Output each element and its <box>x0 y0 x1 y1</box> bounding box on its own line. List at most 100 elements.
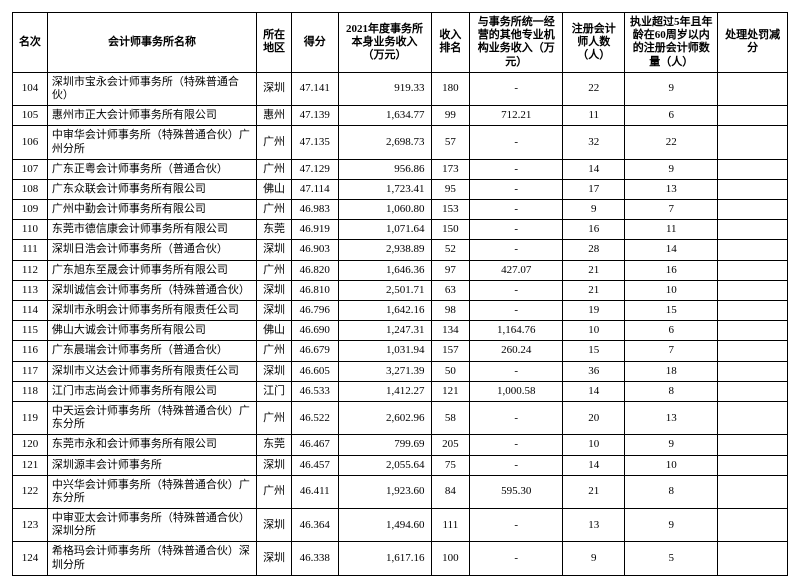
table-row: 118江门市志尚会计师事务所有限公司江门46.5331,412.271211,0… <box>13 381 788 401</box>
cell-region: 广州 <box>257 475 292 508</box>
cell-revenue: 2,501.71 <box>338 280 431 300</box>
cell-revenue: 1,617.16 <box>338 542 431 575</box>
cell-name: 佛山大诚会计师事务所有限公司 <box>47 321 256 341</box>
header-rank: 名次 <box>13 13 48 73</box>
cell-rank: 122 <box>13 475 48 508</box>
cell-age-cpa: 9 <box>625 159 718 179</box>
cell-region: 深圳 <box>257 509 292 542</box>
table-row: 115佛山大诚会计师事务所有限公司佛山46.6901,247.311341,16… <box>13 321 788 341</box>
table-row: 112广东旭东至晟会计师事务所有限公司广州46.8201,646.3697427… <box>13 260 788 280</box>
cell-rev-rank: 50 <box>431 361 470 381</box>
cell-rev-rank: 100 <box>431 542 470 575</box>
ranking-table: 名次 会计师事务所名称 所在地区 得分 2021年度事务所本身业务收入（万元） … <box>12 12 788 576</box>
cell-cpa-count: 21 <box>563 260 625 280</box>
cell-rev-rank: 98 <box>431 301 470 321</box>
cell-region: 广州 <box>257 159 292 179</box>
cell-region: 深圳 <box>257 301 292 321</box>
cell-age-cpa: 16 <box>625 260 718 280</box>
cell-penalty <box>718 401 788 434</box>
cell-name: 深圳市宝永会计师事务所（特殊普通合伙） <box>47 72 256 105</box>
cell-other-rev: - <box>470 509 563 542</box>
table-row: 108广东众联会计师事务所有限公司佛山47.1141,723.4195-1713 <box>13 179 788 199</box>
cell-rank: 109 <box>13 200 48 220</box>
cell-name: 广东众联会计师事务所有限公司 <box>47 179 256 199</box>
cell-rev-rank: 63 <box>431 280 470 300</box>
cell-score: 47.141 <box>292 72 339 105</box>
cell-score: 47.139 <box>292 106 339 126</box>
cell-penalty <box>718 220 788 240</box>
cell-other-rev: - <box>470 435 563 455</box>
cell-score: 46.796 <box>292 301 339 321</box>
cell-rank: 118 <box>13 381 48 401</box>
cell-name: 广东正粤会计师事务所（普通合伙） <box>47 159 256 179</box>
cell-score: 46.690 <box>292 321 339 341</box>
cell-cpa-count: 22 <box>563 72 625 105</box>
cell-other-rev: - <box>470 220 563 240</box>
cell-score: 46.338 <box>292 542 339 575</box>
table-row: 105惠州市正大会计师事务所有限公司惠州47.1391,634.7799712.… <box>13 106 788 126</box>
cell-revenue: 2,602.96 <box>338 401 431 434</box>
cell-age-cpa: 18 <box>625 361 718 381</box>
cell-penalty <box>718 301 788 321</box>
cell-rank: 105 <box>13 106 48 126</box>
cell-rank: 121 <box>13 455 48 475</box>
cell-cpa-count: 19 <box>563 301 625 321</box>
cell-rank: 123 <box>13 509 48 542</box>
table-row: 116广东晨瑞会计师事务所（普通合伙）广州46.6791,031.9415726… <box>13 341 788 361</box>
cell-score: 46.467 <box>292 435 339 455</box>
cell-cpa-count: 14 <box>563 381 625 401</box>
table-row: 120东莞市永和会计师事务所有限公司东莞46.467799.69205-109 <box>13 435 788 455</box>
cell-rank: 114 <box>13 301 48 321</box>
cell-age-cpa: 13 <box>625 401 718 434</box>
table-row: 107广东正粤会计师事务所（普通合伙）广州47.129956.86173-149 <box>13 159 788 179</box>
table-row: 113深圳诚信会计师事务所（特殊普通合伙）深圳46.8102,501.7163-… <box>13 280 788 300</box>
cell-penalty <box>718 381 788 401</box>
cell-name: 中审华会计师事务所（特殊普通合伙）广州分所 <box>47 126 256 159</box>
cell-other-rev: - <box>470 542 563 575</box>
cell-revenue: 2,698.73 <box>338 126 431 159</box>
cell-revenue: 1,494.60 <box>338 509 431 542</box>
cell-revenue: 1,923.60 <box>338 475 431 508</box>
cell-rank: 110 <box>13 220 48 240</box>
cell-rank: 120 <box>13 435 48 455</box>
cell-age-cpa: 9 <box>625 435 718 455</box>
cell-revenue: 2,055.64 <box>338 455 431 475</box>
cell-rank: 119 <box>13 401 48 434</box>
cell-rank: 112 <box>13 260 48 280</box>
cell-penalty <box>718 509 788 542</box>
cell-rev-rank: 95 <box>431 179 470 199</box>
table-row: 124希格玛会计师事务所（特殊普通合伙）深圳分所深圳46.3381,617.16… <box>13 542 788 575</box>
cell-score: 46.679 <box>292 341 339 361</box>
cell-cpa-count: 11 <box>563 106 625 126</box>
cell-name: 广东晨瑞会计师事务所（普通合伙） <box>47 341 256 361</box>
cell-rev-rank: 173 <box>431 159 470 179</box>
cell-revenue: 1,642.16 <box>338 301 431 321</box>
cell-score: 46.457 <box>292 455 339 475</box>
cell-name: 广州中勤会计师事务所有限公司 <box>47 200 256 220</box>
cell-score: 46.522 <box>292 401 339 434</box>
cell-rev-rank: 57 <box>431 126 470 159</box>
cell-other-rev: - <box>470 361 563 381</box>
table-row: 104深圳市宝永会计师事务所（特殊普通合伙）深圳47.141919.33180-… <box>13 72 788 105</box>
cell-rank: 115 <box>13 321 48 341</box>
cell-name: 东莞市德信康会计师事务所有限公司 <box>47 220 256 240</box>
cell-region: 广州 <box>257 200 292 220</box>
cell-revenue: 1,646.36 <box>338 260 431 280</box>
header-revenue: 2021年度事务所本身业务收入（万元） <box>338 13 431 73</box>
cell-cpa-count: 32 <box>563 126 625 159</box>
cell-age-cpa: 5 <box>625 542 718 575</box>
cell-other-rev: 1,000.58 <box>470 381 563 401</box>
cell-rank: 107 <box>13 159 48 179</box>
table-row: 122中兴华会计师事务所（特殊普通合伙）广东分所广州46.4111,923.60… <box>13 475 788 508</box>
header-age-cpa: 执业超过5年且年龄在60周岁以内的注册会计师数量（人） <box>625 13 718 73</box>
cell-age-cpa: 7 <box>625 341 718 361</box>
cell-rev-rank: 99 <box>431 106 470 126</box>
cell-rev-rank: 157 <box>431 341 470 361</box>
cell-score: 46.533 <box>292 381 339 401</box>
table-row: 109广州中勤会计师事务所有限公司广州46.9831,060.80153-97 <box>13 200 788 220</box>
cell-name: 深圳市永明会计师事务所有限责任公司 <box>47 301 256 321</box>
cell-other-rev: - <box>470 72 563 105</box>
cell-region: 江门 <box>257 381 292 401</box>
header-other-rev: 与事务所统一经营的其他专业机构业务收入（万元） <box>470 13 563 73</box>
cell-age-cpa: 8 <box>625 475 718 508</box>
